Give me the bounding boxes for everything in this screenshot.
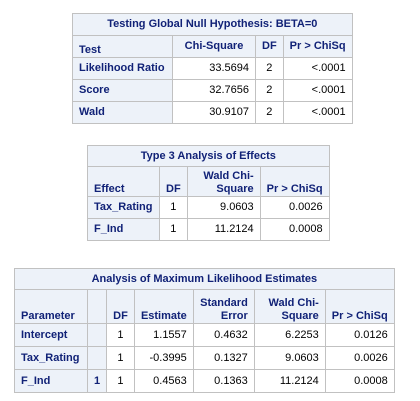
column-header: Pr > ChiSq	[282, 35, 353, 58]
row-header: F_Ind	[14, 369, 88, 393]
table-cell: 1	[159, 218, 188, 241]
row-header: Tax_Rating	[14, 346, 88, 370]
row-header: Score	[72, 79, 173, 102]
table-cell: 1	[159, 196, 188, 219]
row-header: F_Ind	[87, 218, 160, 241]
row-level	[86, 323, 108, 347]
table-cell: 2	[255, 101, 284, 124]
table-cell: 6.2253	[253, 323, 326, 347]
column-header: Test	[72, 35, 173, 58]
row-header: Likelihood Ratio	[72, 57, 173, 80]
row-header: Wald	[72, 101, 173, 124]
table-cell: -0.3995	[133, 346, 194, 370]
column-header: DF	[255, 35, 284, 58]
table-cell: 0.0126	[324, 323, 395, 347]
table-cell: 33.5694	[172, 57, 256, 80]
column-header: Pr > ChiSq	[259, 166, 330, 197]
table-cell: 2	[255, 79, 284, 102]
column-header: Effect	[87, 166, 160, 197]
table-row: Intercept 1 1.1557 0.4632 6.2253 0.0126	[14, 323, 395, 347]
column-header: DF	[106, 289, 135, 324]
table-row: Tax_Rating 1 9.0603 0.0026	[87, 196, 330, 219]
table-cell: 0.4563	[133, 369, 194, 393]
column-header: Estimate	[133, 289, 194, 324]
table-cell: 0.1363	[192, 369, 255, 393]
column-header: Wald Chi-Square	[186, 166, 261, 197]
table-cell: 0.0008	[259, 218, 330, 241]
table-cell: 1	[106, 369, 135, 393]
table-row: Tax_Rating 1 -0.3995 0.1327 9.0603 0.002…	[14, 346, 395, 370]
table-cell: 1	[106, 323, 135, 347]
table-cell: 2	[255, 57, 284, 80]
table-cell: <.0001	[282, 57, 353, 80]
table-cell: 1	[106, 346, 135, 370]
table-cell: 9.0603	[253, 346, 326, 370]
table-cell: 1.1557	[133, 323, 194, 347]
row-level	[86, 346, 108, 370]
table-cell: <.0001	[282, 101, 353, 124]
table-row: Score 32.7656 2 <.0001	[72, 79, 353, 102]
table-row: F_Ind 1 11.2124 0.0008	[87, 218, 330, 241]
column-header: Wald Chi-Square	[253, 289, 326, 324]
table-cell: 0.1327	[192, 346, 255, 370]
column-header	[86, 289, 108, 324]
table-cell: <.0001	[282, 79, 353, 102]
table-row: Wald 30.9107 2 <.0001	[72, 101, 353, 124]
mle-table: Analysis of Maximum Likelihood Estimates…	[14, 268, 395, 393]
row-header: Tax_Rating	[87, 196, 160, 219]
table-caption: Testing Global Null Hypothesis: BETA=0	[72, 13, 353, 36]
table-cell: 0.0026	[324, 346, 395, 370]
column-header: DF	[159, 166, 188, 197]
table-cell: 30.9107	[172, 101, 256, 124]
table-cell: 0.0008	[324, 369, 395, 393]
column-header: Pr > ChiSq	[324, 289, 395, 324]
table-cell: 11.2124	[253, 369, 326, 393]
column-header: Standard Error	[192, 289, 255, 324]
table-cell: 0.4632	[192, 323, 255, 347]
column-header: Chi-Square	[172, 35, 256, 58]
global-null-hypothesis-table: Testing Global Null Hypothesis: BETA=0 T…	[72, 13, 353, 124]
table-cell: 9.0603	[186, 196, 261, 219]
row-level: 1	[86, 369, 108, 393]
table-caption: Analysis of Maximum Likelihood Estimates	[14, 268, 395, 290]
type3-effects-table: Type 3 Analysis of Effects Effect DF Wal…	[87, 145, 330, 241]
column-header: Parameter	[14, 289, 88, 324]
table-cell: 0.0026	[259, 196, 330, 219]
table-cell: 11.2124	[186, 218, 261, 241]
table-row: F_Ind 1 1 0.4563 0.1363 11.2124 0.0008	[14, 369, 395, 393]
table-row: Likelihood Ratio 33.5694 2 <.0001	[72, 57, 353, 80]
table-cell: 32.7656	[172, 79, 256, 102]
row-header: Intercept	[14, 323, 88, 347]
table-caption: Type 3 Analysis of Effects	[87, 145, 330, 167]
